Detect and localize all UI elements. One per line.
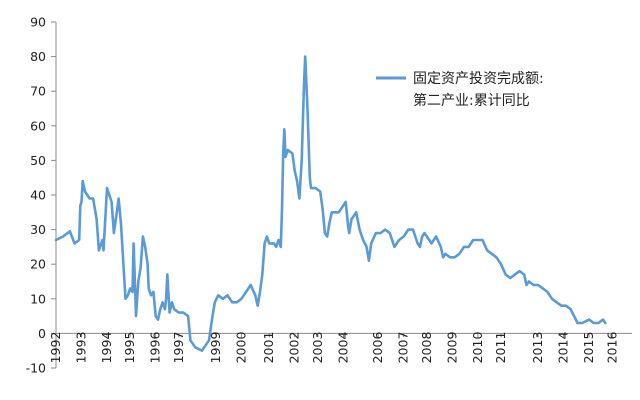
- x-tick-label: 2011: [493, 332, 508, 364]
- x-tick-label: 2007: [396, 332, 411, 364]
- y-axis: 90 80 70 60 50 40 30 20 10 0 -10: [26, 15, 57, 376]
- y-tick-label: 40: [30, 188, 46, 203]
- x-tick-label: 1993: [73, 332, 88, 364]
- y-tick-label: 10: [30, 291, 46, 306]
- x-tick-label: 1997: [171, 332, 186, 364]
- x-tick-label: 2008: [419, 332, 434, 364]
- x-tick-label: 2013: [530, 332, 545, 364]
- x-tick-label: 2016: [604, 332, 619, 364]
- y-tick-label: 0: [38, 326, 46, 341]
- y-tick-label: 80: [30, 49, 46, 64]
- x-tick-label: 1996: [148, 332, 163, 364]
- x-tick-label: 2000: [233, 332, 248, 364]
- x-tick-label: 2015: [581, 332, 596, 364]
- x-tick-label: 2009: [444, 332, 459, 364]
- x-tick-label: 2004: [335, 332, 350, 364]
- x-tick-label: 2003: [310, 332, 325, 364]
- legend-label-line1: 固定资产投资完成额:: [413, 71, 544, 87]
- x-tick-label: 2002: [287, 332, 302, 364]
- y-tick-label: 70: [30, 84, 46, 99]
- y-tick-label: 20: [30, 257, 46, 272]
- series-line: [54, 55, 607, 352]
- y-tick-label: 50: [30, 153, 46, 168]
- y-tick-label: 90: [30, 15, 46, 30]
- x-tick-label: 2001: [261, 332, 276, 364]
- x-tick-label: 1995: [122, 332, 137, 364]
- y-tick-label: -10: [26, 361, 46, 376]
- legend-label-line2: 第二产业:累计同比: [413, 92, 530, 109]
- x-tick-label: 2010: [470, 332, 485, 364]
- y-tick-label: 60: [30, 118, 46, 133]
- x-tick-label: 1992: [48, 332, 63, 364]
- series-group: [54, 55, 607, 352]
- x-tick-label: 1994: [99, 332, 114, 364]
- legend: 固定资产投资完成额: 第二产业:累计同比: [376, 71, 544, 109]
- x-tick-label: 2006: [370, 332, 385, 364]
- y-tick-label: 30: [30, 222, 46, 237]
- x-tick-label: 1999: [208, 332, 223, 364]
- x-axis: 1992 1993 1994 1995 1996 1997 1999 2000 2001 2002…: [48, 332, 632, 364]
- x-tick-label: 2014: [556, 332, 571, 364]
